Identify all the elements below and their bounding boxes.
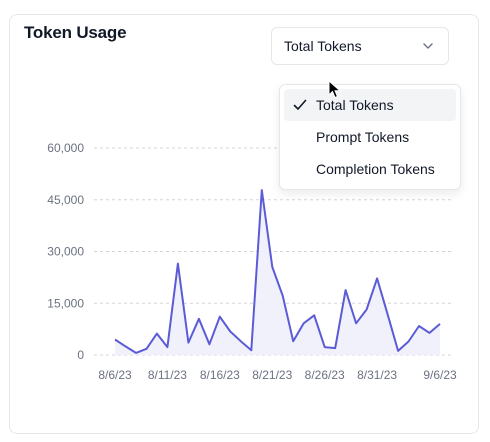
- check-icon: [293, 99, 307, 110]
- x-axis-ticks: 8/6/23 8/11/23 8/16/23 8/21/23 8/26/23 8/31/2…: [98, 368, 457, 382]
- mouse-pointer-icon: [328, 80, 342, 99]
- option-label: Completion Tokens: [316, 161, 435, 177]
- y-tick-label: 30,000: [47, 245, 84, 259]
- metric-dropdown-menu: Total Tokens Prompt Tokens Completion To…: [279, 84, 461, 190]
- y-tick-label: 15,000: [47, 296, 84, 310]
- x-tick-label: 8/11/23: [148, 368, 187, 382]
- y-axis-ticks: 0 15,000 30,000 45,000 60,000: [47, 141, 84, 362]
- x-tick-label: 8/26/23: [305, 368, 345, 382]
- x-tick-label: 8/16/23: [200, 368, 240, 382]
- metric-select[interactable]: Total Tokens: [271, 27, 449, 65]
- chevron-down-icon: [423, 43, 433, 49]
- y-tick-label: 0: [77, 348, 84, 362]
- series-area: [115, 190, 440, 355]
- x-tick-label: 8/31/23: [357, 368, 397, 382]
- option-completion-tokens[interactable]: Completion Tokens: [284, 153, 456, 185]
- x-tick-label: 8/6/23: [98, 368, 132, 382]
- card-title: Token Usage: [24, 23, 127, 42]
- option-total-tokens[interactable]: Total Tokens: [284, 89, 456, 121]
- option-label: Prompt Tokens: [316, 129, 410, 145]
- option-label: Total Tokens: [316, 97, 394, 113]
- x-tick-label: 8/21/23: [252, 368, 292, 382]
- metric-select-value: Total Tokens: [284, 38, 362, 54]
- y-tick-label: 60,000: [47, 141, 84, 155]
- option-prompt-tokens[interactable]: Prompt Tokens: [284, 121, 456, 153]
- x-tick-label: 9/6/23: [423, 368, 457, 382]
- series-line: [114, 189, 441, 354]
- y-tick-label: 45,000: [47, 193, 84, 207]
